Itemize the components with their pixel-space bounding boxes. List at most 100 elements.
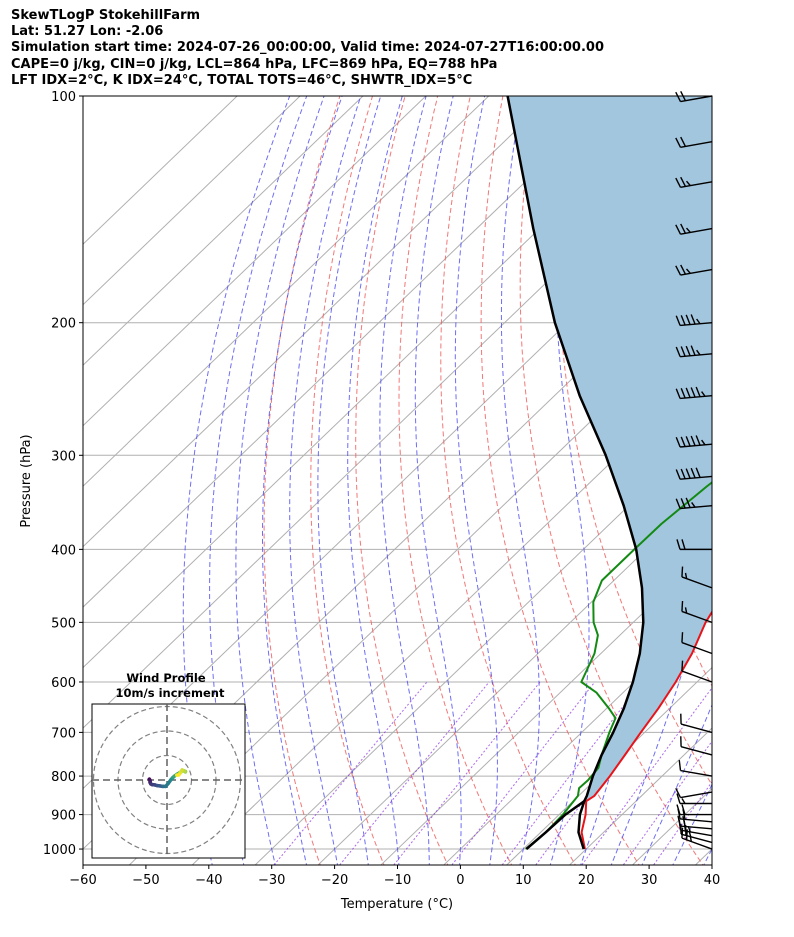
- barb-feather: [677, 815, 681, 827]
- barb-feather: [701, 439, 706, 446]
- barb-feather: [685, 436, 691, 447]
- barb-feather: [696, 349, 701, 356]
- mixing-ratio-line: [393, 681, 541, 865]
- barb-feather: [675, 224, 682, 235]
- mixing-ratio-line: [451, 681, 596, 865]
- profile-lines: [506, 96, 712, 850]
- mixing-ratio-line: [501, 681, 643, 865]
- barb-feather: [681, 804, 686, 815]
- wind-barb: [675, 497, 713, 510]
- wind-barb: [677, 815, 713, 830]
- chart-title-line-3: Simulation start time: 2024-07-26_00:00:…: [11, 40, 604, 55]
- chart-title-line-2: Lat: 51.27 Lon: -2.06: [11, 24, 164, 39]
- barb-feather: [681, 539, 686, 550]
- dry-adiabat: [398, 96, 513, 865]
- barb-staff: [680, 181, 713, 189]
- y-tick-label: 300: [51, 449, 76, 464]
- isotherm-gridline: [83, 96, 553, 548]
- barb-feather: [676, 804, 681, 815]
- wind-barb: [676, 804, 712, 816]
- barb-feather: [680, 315, 686, 326]
- barb-staff: [680, 268, 713, 276]
- barb-feather: [680, 264, 687, 275]
- wind-barb: [675, 467, 713, 480]
- dry-adiabat: [440, 96, 576, 865]
- y-tick-label: 800: [51, 770, 76, 785]
- barb-staff: [680, 95, 713, 103]
- barb-feather: [691, 502, 696, 508]
- isotherm-gridline: [443, 606, 712, 865]
- barb-feather: [681, 798, 686, 804]
- x-tick-label: 0: [456, 873, 464, 888]
- x-tick-label: 30: [641, 873, 658, 888]
- mixing-ratio-line: [652, 781, 712, 865]
- isotherm-gridline: [505, 666, 712, 865]
- isotherm-gridline: [83, 96, 364, 366]
- barb-staff: [680, 723, 713, 734]
- wind-barb: [678, 760, 713, 777]
- barb-staff: [680, 746, 713, 756]
- dry-adiabat: [557, 96, 712, 786]
- barb-staff: [680, 791, 713, 799]
- wind-barb: [675, 176, 713, 189]
- wind-barb: [675, 345, 713, 358]
- barb-feather: [680, 346, 686, 357]
- dry-adiabat: [263, 96, 341, 865]
- barb-feather: [695, 435, 701, 446]
- y-axis-label: Pressure (hPa): [19, 434, 34, 527]
- barb-staff: [680, 505, 713, 510]
- axis-ticks: −60 −50 −40 −30 −20 −10 0 10 20 30 40 1000 900 800 700…: [43, 90, 720, 888]
- x-tick-label: 40: [704, 873, 721, 888]
- moist-adiabat: [379, 96, 430, 865]
- barb-staff: [680, 321, 713, 327]
- y-tick-label: 100: [51, 90, 76, 105]
- chart-title-line-4: CAPE=0 j/kg, CIN=0 j/kg, LCL=864 hPa, LF…: [11, 57, 498, 72]
- barb-feather: [675, 315, 681, 326]
- moist-adiabat: [317, 96, 382, 865]
- barb-staff: [680, 394, 713, 400]
- barb-feather: [685, 227, 691, 233]
- barb-feather: [695, 386, 701, 397]
- x-axis-label: Temperature (°C): [340, 897, 453, 912]
- barb-feather: [685, 345, 691, 357]
- barb-feather: [678, 760, 682, 771]
- barb-staff: [680, 769, 713, 777]
- dry-adiabat: [763, 82, 794, 868]
- barb-feather: [680, 498, 686, 509]
- barb-feather: [675, 265, 682, 276]
- y-tick-label: 200: [51, 317, 76, 332]
- moist-adiabat: [414, 96, 462, 865]
- wind-barb: [681, 600, 713, 624]
- barb-feather: [684, 572, 688, 579]
- barb-feather: [681, 827, 684, 839]
- barb-feather: [681, 632, 684, 643]
- wind-barb: [681, 660, 713, 683]
- barb-feather: [680, 388, 686, 399]
- barb-staff: [680, 475, 713, 480]
- barb-feather: [681, 660, 684, 672]
- wind-barb: [675, 136, 713, 148]
- moist-adiabat: [209, 96, 308, 865]
- barb-feather: [681, 600, 684, 612]
- barb-staff: [681, 576, 713, 589]
- x-tick-label: 10: [515, 873, 532, 888]
- barb-feather: [690, 345, 696, 356]
- wind-barb: [675, 787, 713, 799]
- moist-adiabat: [289, 96, 362, 865]
- y-tick-label: 700: [51, 726, 76, 741]
- x-tick-label: −30: [258, 873, 285, 888]
- barb-feather: [685, 468, 691, 479]
- x-tick-label: −40: [195, 873, 222, 888]
- barb-feather: [675, 346, 681, 357]
- wind-barb: [676, 539, 712, 551]
- barb-feather: [690, 387, 696, 398]
- wind-barbs: [675, 91, 713, 850]
- barb-feather: [675, 437, 681, 448]
- wind-barb: [675, 386, 713, 400]
- moist-adiabat: [703, 847, 712, 865]
- moist-adiabat: [641, 703, 712, 865]
- barb-feather: [675, 469, 681, 480]
- dry-adiabat: [697, 96, 712, 287]
